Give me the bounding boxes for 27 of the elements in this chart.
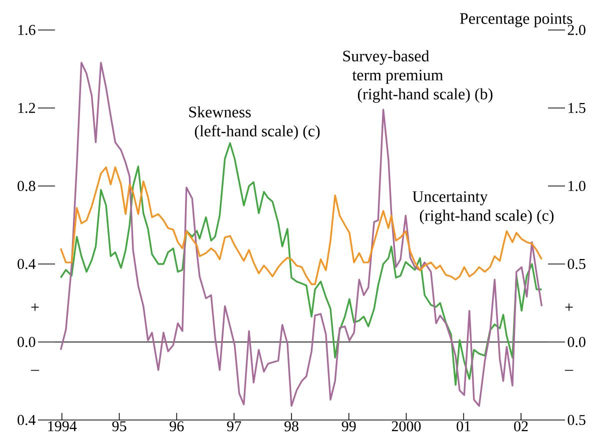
y-tick-label: 0.4 <box>18 258 36 270</box>
y-tick-label: 1.2 <box>18 102 35 114</box>
x-tick-label: 99 <box>342 421 356 432</box>
y-tick-label: 1.6 <box>18 24 36 36</box>
x-tick-label: 97 <box>227 421 242 432</box>
y2-tick-label: 0.0 <box>568 336 586 348</box>
x-tick-label: 96 <box>170 421 184 432</box>
text: + <box>565 303 573 311</box>
x-tick-label: 01 <box>456 421 470 432</box>
y2-tick-label: 0.5 <box>568 258 586 270</box>
y2-tick-label: 1.5 <box>568 102 586 114</box>
x-tick-label: 1994 <box>48 421 77 432</box>
y2-tick-label: 0.5 <box>568 414 586 426</box>
y-tick-label: 0.8 <box>18 180 36 192</box>
y-tick-label: 0.4 <box>18 414 36 426</box>
x-tick-label: 95 <box>112 421 126 432</box>
series-label: Uncertainty (right-hand scale) (c) <box>412 191 554 224</box>
x-tick-label: 2000 <box>392 421 421 432</box>
text: – <box>30 370 40 371</box>
series-label: Skewness (left-hand scale) (c) <box>189 106 320 140</box>
text: + <box>31 303 39 311</box>
y-tick-label: 0.0 <box>18 336 36 348</box>
text: Survey-based term premium (right-hand scale) (b) <box>343 50 492 103</box>
text: – <box>564 370 574 371</box>
x-tick-label: 02 <box>514 421 528 432</box>
x-tick-label: 98 <box>284 421 298 432</box>
y2-tick-label: 1.0 <box>568 180 586 192</box>
